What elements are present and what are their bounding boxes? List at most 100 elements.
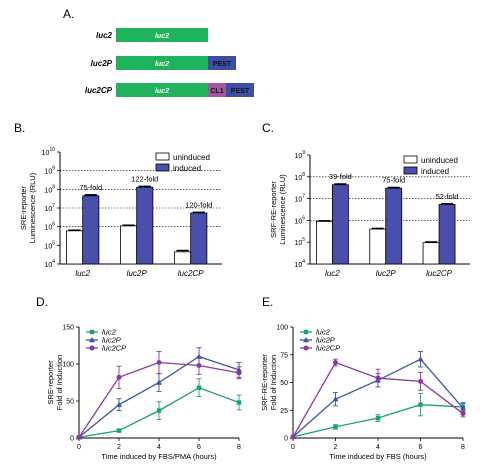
bar-induced	[331, 184, 349, 265]
luc2-segment	[116, 28, 208, 42]
marker-square	[303, 329, 309, 335]
marker-circle	[375, 375, 381, 381]
legend-swatch-induced	[403, 166, 418, 175]
y-axis-title: SRE-reporter	[46, 360, 55, 405]
luc2-segment-label: luc2	[155, 33, 169, 40]
fold-change-label: 52-fold	[436, 192, 459, 201]
x-category-label: luc2	[325, 269, 340, 278]
marker-square	[89, 329, 95, 335]
y-axis-title: Fold of Induction	[269, 355, 278, 410]
panel-letter-e: E.	[262, 295, 273, 309]
marker-triangle	[156, 379, 162, 385]
line-chart-sre-time: 0 50 100 150 0 2 4 6 8 Time induced by FBS/PMA (h…	[46, 325, 242, 461]
y-tick-label: 108	[44, 184, 55, 194]
fold-change-label: 120-fold	[185, 200, 212, 209]
marker-circle	[290, 434, 296, 440]
marker-square	[375, 415, 381, 421]
y-tick-label: 104	[294, 259, 305, 269]
fold-change-label: 75-fold	[382, 175, 405, 184]
panel-letter-c: C.	[262, 121, 274, 135]
legend-label: luc2	[316, 328, 331, 337]
y-tick-label: 100	[276, 325, 288, 332]
bar-induced	[438, 204, 456, 265]
marker-square	[236, 400, 242, 405]
x-tick-label: 2	[334, 444, 338, 451]
x-tick-label: 8	[461, 444, 465, 451]
marker-circle	[418, 378, 423, 384]
marker-circle	[116, 374, 122, 380]
y-tick-label: 1010	[42, 147, 56, 157]
x-category-label: luc2CP	[426, 269, 452, 278]
y-axis-title: SRF-RE-reporter	[269, 181, 278, 238]
marker-circle	[76, 434, 82, 440]
bar-induced	[82, 195, 100, 265]
pest-segment	[208, 56, 236, 70]
marker-triangle	[460, 405, 466, 411]
x-category-label: luc2P	[127, 269, 148, 278]
marker-circle	[333, 360, 338, 366]
legend-label: induced	[173, 164, 201, 173]
bar-uninduced	[315, 220, 333, 265]
y-tick-label: 109	[44, 166, 55, 176]
x-category-label: luc2P	[376, 269, 397, 278]
bar-uninduced	[422, 242, 440, 265]
x-category-label: luc2	[75, 269, 90, 278]
legend-label: luc2CP	[316, 344, 340, 353]
luc2-segment-label: luc2	[155, 61, 169, 68]
x-axis-title: Time induced by FBS/PMA (hours)	[101, 452, 217, 461]
cl1-segment	[208, 83, 226, 97]
marker-circle	[156, 360, 162, 366]
marker-circle	[460, 411, 466, 417]
marker-square	[333, 424, 338, 430]
legend-label: luc2CP	[102, 344, 126, 353]
y-axis-title: SRF-RE-reporter	[260, 354, 269, 411]
panel-letter-d: D.	[36, 295, 48, 309]
y-axis-title: Fold of Induction	[55, 355, 64, 410]
bar-uninduced	[369, 228, 387, 265]
marker-square	[196, 385, 202, 390]
y-tick-label: 150	[62, 325, 74, 332]
x-tick-label: 6	[419, 444, 423, 451]
marker-circle	[196, 362, 202, 368]
y-tick-label: 0	[70, 436, 74, 443]
fold-change-label: 39-fold	[329, 172, 352, 181]
bar-chart-srf-re: 104 105 106 107 108 109 SRF-RE-reporter Lumines…	[269, 150, 470, 278]
y-tick-label: 25	[280, 408, 288, 415]
bar-uninduced	[66, 230, 84, 265]
fold-change-label: 75-fold	[79, 183, 102, 192]
cl1-segment-label: CL1	[210, 88, 223, 95]
marker-circle	[236, 370, 242, 376]
marker-circle	[303, 345, 309, 351]
x-tick-label: 4	[157, 444, 161, 451]
luc2-segment	[116, 83, 208, 97]
x-tick-label: 0	[77, 444, 81, 451]
y-tick-label: 108	[294, 172, 305, 182]
y-tick-label: 106	[294, 215, 305, 225]
y-tick-label: 100	[62, 362, 74, 369]
y-tick-label: 104	[44, 259, 55, 269]
legend-label: uninduced	[173, 153, 210, 162]
luc2-segment	[116, 56, 208, 70]
y-tick-label: 75	[280, 352, 288, 359]
marker-triangle	[89, 337, 95, 343]
line-chart-srf-re-time: 0 25 50 75 100 0 2 4 6 8 Time induced by FBS (hour…	[260, 325, 466, 461]
legend-label: induced	[421, 167, 449, 176]
legend-label: luc2	[102, 328, 117, 337]
bar-uninduced	[174, 251, 192, 265]
legend-label: uninduced	[421, 156, 458, 165]
construct-label-luc2cp: luc2CP	[85, 86, 113, 95]
y-tick-label: 105	[294, 237, 305, 247]
marker-circle	[89, 345, 95, 351]
construct-label-luc2p: luc2P	[91, 59, 113, 68]
y-tick-label: 0	[284, 436, 288, 443]
x-tick-label: 8	[237, 444, 241, 451]
pest-segment-label: PEST	[231, 88, 250, 95]
y-tick-label: 50	[66, 399, 74, 406]
fold-change-label: 122-fold	[131, 174, 158, 183]
construct-diagram: luc2 luc2 luc2P luc2 PEST luc2CP luc2 CL…	[85, 28, 254, 97]
marker-square	[116, 428, 122, 433]
y-axis-title: Luminescence (RLU)	[28, 172, 37, 243]
bar-induced	[190, 212, 208, 265]
y-tick-label: 50	[280, 380, 288, 387]
